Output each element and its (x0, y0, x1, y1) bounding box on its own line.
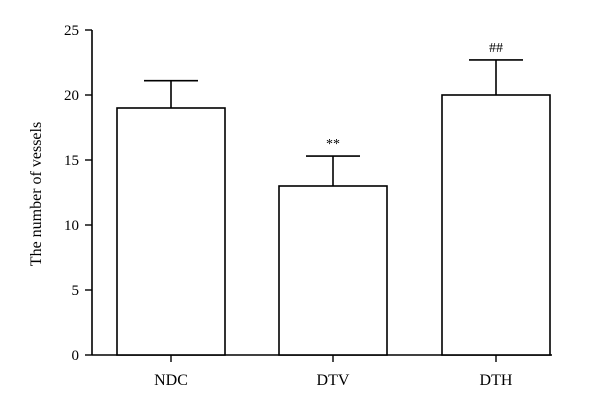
bar-dtv (278, 185, 388, 356)
y-tick-label: 15 (64, 153, 79, 169)
y-axis-title: The number of vessels (28, 122, 45, 266)
x-tick-label-dtv: DTV (317, 372, 350, 389)
y-tick-label: 20 (64, 88, 79, 104)
y-tick-label: 5 (72, 283, 80, 299)
x-axis: NDC DTV DTH (92, 354, 552, 389)
significance-mark-dth: ## (489, 41, 503, 56)
x-tick-label-ndc: NDC (154, 372, 188, 389)
significance-mark-dtv: ** (326, 137, 340, 152)
y-tick-label: 10 (64, 218, 79, 234)
x-tick-label-dth: DTH (480, 372, 513, 389)
bar-dth (441, 94, 551, 356)
y-axis: 0 5 10 15 20 25 (64, 23, 93, 364)
y-tick-label: 25 (64, 23, 79, 39)
y-tick-label: 0 (72, 348, 80, 364)
bars: ** ## (116, 41, 551, 356)
bar-ndc (116, 107, 226, 356)
